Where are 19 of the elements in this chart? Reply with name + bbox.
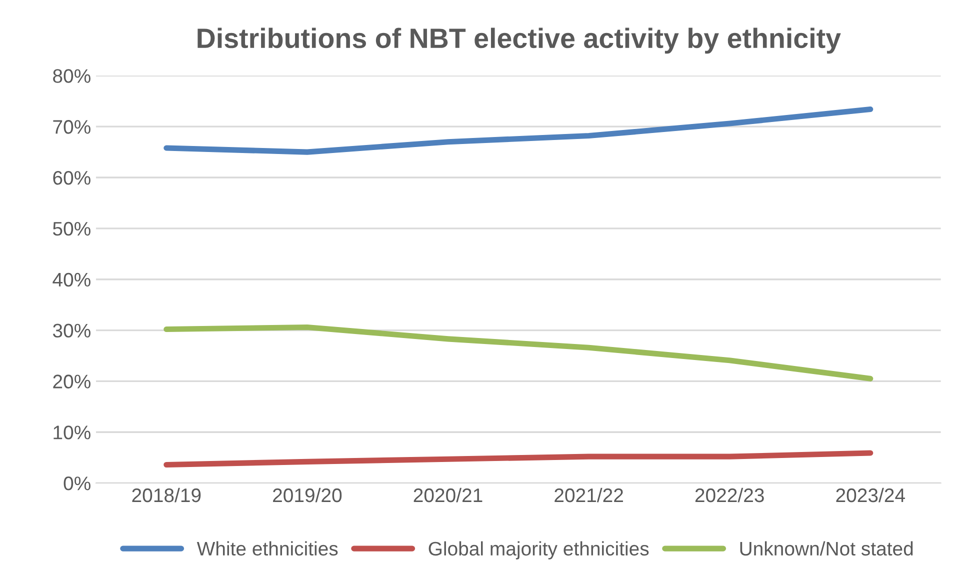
x-tick-label: 2021/22 [554,488,623,502]
legend-label: White ethnicities [196,541,338,556]
y-tick-label: 70% [53,120,90,134]
x-tick-label: 2020/21 [414,488,482,502]
y-tick-label: 50% [53,222,90,236]
y-tick-label: 20% [53,374,90,388]
x-tick-label: 2023/24 [836,488,905,502]
y-tick-label: 80% [53,69,90,83]
y-tick-label: 40% [52,272,90,287]
legend-label: Unknown/Not stated [740,541,913,556]
x-tick-label: 2022/23 [695,488,764,502]
chart-title: Distributions of NBT elective activity by ethnicity [198,28,841,54]
legend-label: Global majority ethnicities [428,541,649,560]
y-tick-label: 30% [52,324,90,338]
x-tick-label: 2019/20 [273,488,342,502]
y-tick-label: 10% [54,426,90,440]
x-tick-label: 2018/19 [132,488,201,502]
y-tick-label: 60% [53,170,90,185]
y-tick-label: 0% [64,476,90,490]
